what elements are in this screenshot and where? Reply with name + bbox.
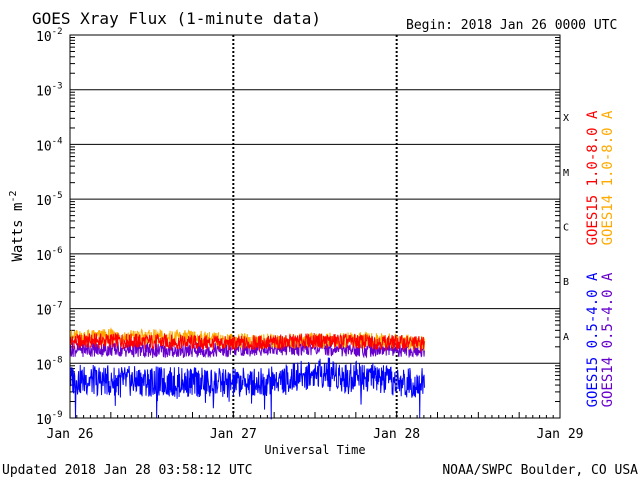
x-tick-labels: Jan 26 Jan 27 Jan 28 Jan 29	[47, 427, 584, 442]
y-axis-label-group: Watts m-2	[8, 190, 26, 261]
updated-text: Updated 2018 Jan 28 03:58:12 UTC	[2, 463, 252, 478]
flare-class-label: C	[563, 223, 569, 234]
y-tick-label: 10-5	[36, 191, 63, 209]
flare-class-labels: X M C B A	[563, 113, 569, 343]
y-tick-label: 10-7	[36, 301, 63, 319]
y-tick-label: 10-2	[36, 27, 63, 45]
legend-entry: GOES15 0.5-4.0 A	[585, 272, 601, 407]
plot-frame	[69, 34, 561, 419]
y-tick-label: 10-4	[36, 136, 63, 154]
y-tick-label: 10-6	[36, 246, 63, 264]
x-tick-label: Jan 26	[47, 427, 94, 442]
y-tick-labels: 10-2 10-3 10-4 10-5 10-6 10-7 10-8 10-9	[36, 27, 63, 428]
x-tick-label: Jan 28	[373, 427, 420, 442]
source-text: NOAA/SWPC Boulder, CO USA	[442, 463, 638, 478]
legend-entry: GOES14 1.0-8.0 A	[600, 110, 616, 245]
flare-class-label: X	[563, 113, 569, 124]
y-axis-label-text: Watts m	[10, 203, 26, 262]
flare-class-label: M	[563, 168, 569, 179]
series-layer	[69, 326, 425, 420]
x-tick-label: Jan 27	[210, 427, 257, 442]
chart-title: GOES Xray Flux (1-minute data)	[32, 9, 321, 28]
y-axis-label: Watts m-2	[8, 190, 26, 261]
y-tick-label: 10-8	[36, 355, 63, 373]
x-tick-label: Jan 29	[537, 427, 584, 442]
legend-entry: GOES15 1.0-8.0 A	[585, 110, 601, 245]
legend-entry: GOES14 0.5-4.0 A	[600, 272, 616, 407]
y-tick-label: 10-3	[36, 82, 63, 100]
y-axis-label-sup: -2	[8, 190, 19, 202]
x-axis-label: Universal Time	[264, 443, 365, 457]
legend: GOES15 1.0-8.0 A GOES14 1.0-8.0 A GOES15 0…	[585, 110, 616, 407]
series-line	[69, 357, 425, 420]
grid-layer	[70, 35, 560, 418]
begin-label: Begin: 2018 Jan 26 0000 UTC	[406, 18, 617, 33]
series-line	[69, 331, 425, 353]
flare-class-label: A	[563, 332, 569, 343]
flare-class-label: B	[563, 277, 569, 288]
y-tick-label: 10-9	[36, 410, 63, 428]
